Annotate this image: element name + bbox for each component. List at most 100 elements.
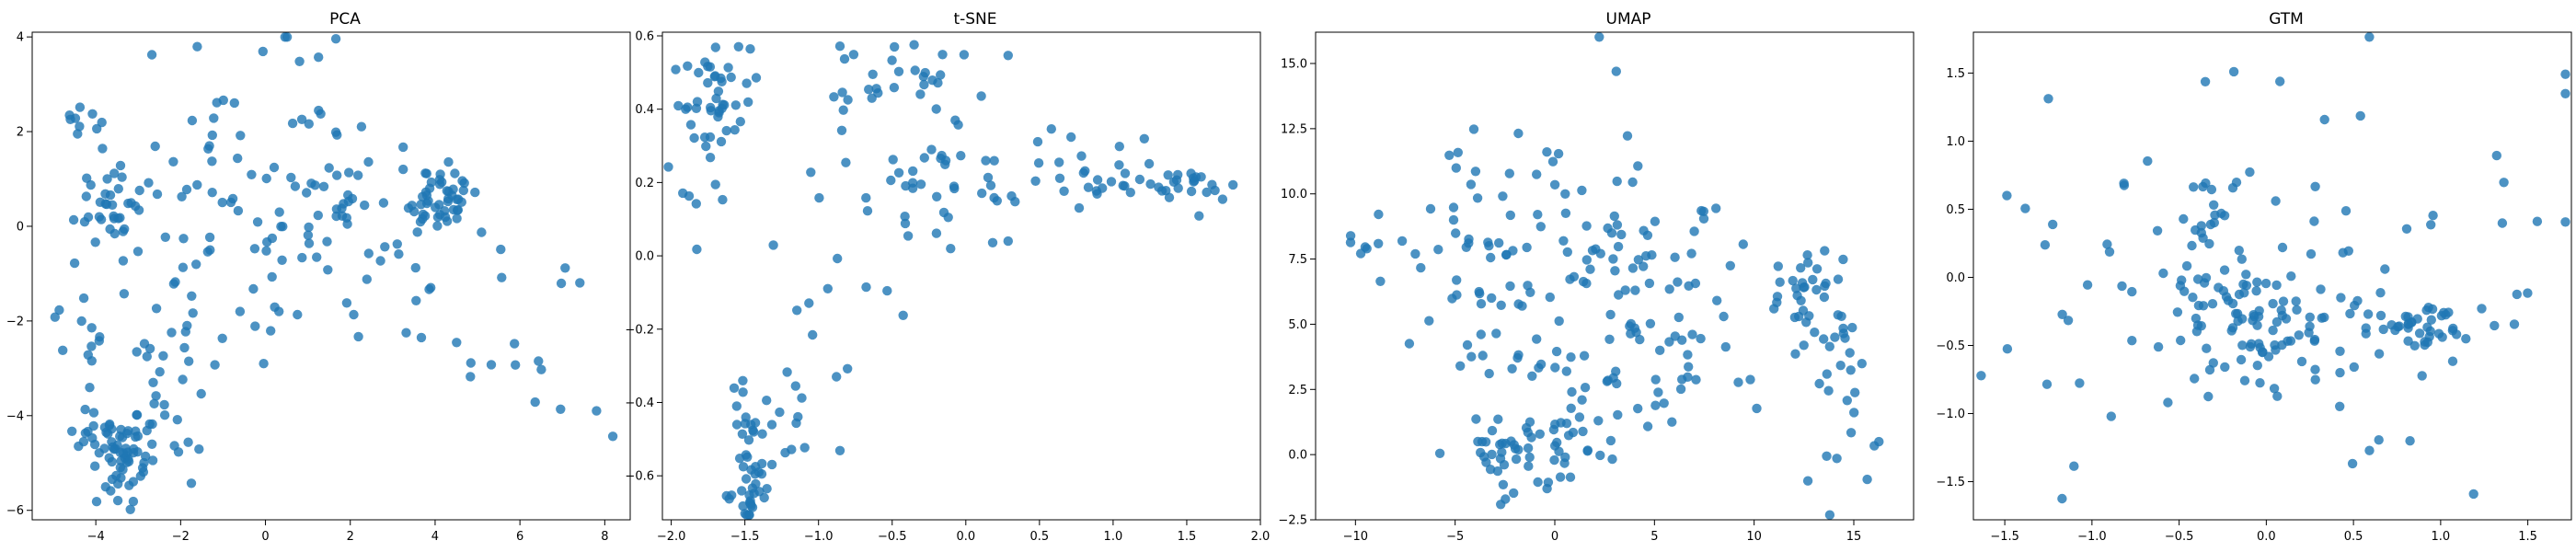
data-point <box>123 456 134 466</box>
data-point <box>759 492 769 503</box>
data-point <box>1849 408 1859 418</box>
data-point <box>936 70 946 80</box>
data-point <box>1468 124 1479 134</box>
panel-title: t-SNE <box>953 10 996 29</box>
data-point <box>1675 384 1686 395</box>
data-point <box>194 444 204 454</box>
data-point <box>470 187 480 198</box>
data-point <box>178 262 189 272</box>
data-point <box>401 328 411 338</box>
data-point <box>1125 188 1135 198</box>
data-point <box>248 283 259 294</box>
data-point <box>452 338 462 348</box>
x-tick-label: 6 <box>516 530 523 544</box>
data-point <box>1555 472 1566 482</box>
data-point <box>103 429 113 439</box>
y-tick-label: 0.0 <box>1946 271 1965 285</box>
data-point <box>1470 167 1481 177</box>
data-point <box>1560 189 1570 199</box>
data-point <box>2285 336 2296 346</box>
data-point <box>868 69 878 79</box>
data-point <box>718 194 728 205</box>
data-point <box>1532 334 1542 344</box>
data-point <box>1616 229 1627 240</box>
data-point <box>100 482 111 492</box>
y-tick-label: 2.5 <box>1288 384 1307 397</box>
data-point <box>2245 167 2255 178</box>
data-point <box>2490 320 2500 331</box>
data-point <box>592 406 602 416</box>
data-point <box>1032 136 1043 147</box>
data-point <box>90 461 100 471</box>
data-point <box>1833 310 1843 320</box>
data-point <box>1083 182 1094 192</box>
plot-frame <box>31 31 631 521</box>
data-point <box>1833 274 1844 284</box>
data-point <box>2335 346 2345 356</box>
data-point <box>186 478 197 489</box>
data-point <box>943 213 953 223</box>
data-point <box>936 154 946 164</box>
data-point <box>1501 249 1512 260</box>
data-point <box>729 383 740 393</box>
data-point <box>2082 280 2093 290</box>
y-tick-label: −4 <box>6 409 24 423</box>
data-point <box>766 420 777 430</box>
data-point <box>1424 316 1434 326</box>
x-tick-label: −0.5 <box>2165 530 2194 544</box>
data-point <box>2278 296 2289 306</box>
data-point <box>1098 183 1108 193</box>
data-point <box>907 178 918 188</box>
data-point <box>692 244 702 255</box>
data-point <box>744 510 754 520</box>
data-point <box>209 113 219 123</box>
x-tick-label: 2.0 <box>1251 530 1271 544</box>
data-point <box>607 431 618 442</box>
data-point <box>1612 220 1623 230</box>
data-point <box>738 387 748 397</box>
data-point <box>862 206 873 216</box>
data-point <box>848 50 859 60</box>
data-point <box>86 356 97 366</box>
data-point <box>1822 369 1832 379</box>
data-point <box>86 323 97 333</box>
data-point <box>1613 409 1623 420</box>
data-point <box>2461 334 2471 344</box>
data-point <box>304 238 315 248</box>
data-point <box>196 388 206 399</box>
data-point <box>2206 184 2217 195</box>
data-point <box>76 316 86 327</box>
data-point <box>931 228 942 238</box>
data-point <box>1832 454 1842 464</box>
data-point <box>1845 348 1855 358</box>
data-point <box>699 132 710 143</box>
data-point <box>1114 160 1124 170</box>
x-tick-label: 10 <box>1746 530 1762 544</box>
data-point <box>1404 339 1415 349</box>
data-point <box>738 462 749 472</box>
data-point <box>1210 185 1220 196</box>
data-point <box>416 332 427 343</box>
data-point <box>1802 250 1812 260</box>
data-point <box>304 222 314 233</box>
data-point <box>1811 284 1822 295</box>
data-point <box>737 486 747 496</box>
data-point <box>1550 362 1560 373</box>
data-point <box>1451 228 1461 238</box>
data-point <box>104 453 114 463</box>
data-point <box>1733 377 1743 387</box>
data-point <box>1513 128 1524 139</box>
data-point <box>1487 449 1497 460</box>
data-point <box>1823 385 1834 396</box>
data-point <box>144 178 154 188</box>
data-point <box>207 156 217 167</box>
data-point <box>1145 178 1156 190</box>
data-point <box>1857 359 1867 369</box>
data-point <box>1507 363 1517 374</box>
y-tick-label: 10.0 <box>1281 188 1307 201</box>
data-point <box>2310 374 2320 385</box>
x-tick-label: −5 <box>1446 530 1464 544</box>
data-point <box>1120 168 1131 178</box>
data-point <box>159 410 170 420</box>
data-point <box>1517 301 1527 311</box>
